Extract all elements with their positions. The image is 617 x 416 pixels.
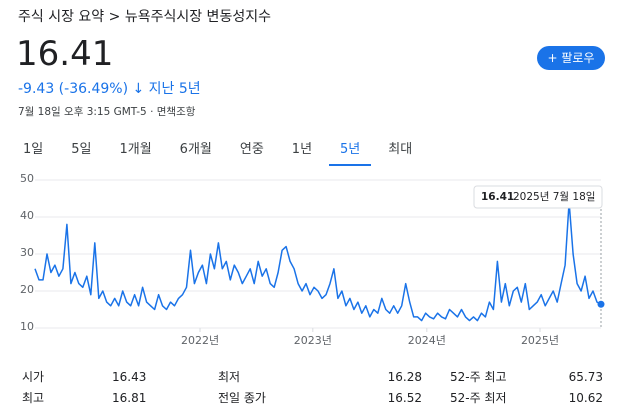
x-tick-label: 2022년 xyxy=(181,334,219,347)
follow-label: 팔로우 xyxy=(561,51,595,65)
range-tab[interactable]: 최대 xyxy=(388,142,413,157)
stat-label: 52-주 최저 xyxy=(450,391,507,405)
price-line xyxy=(34,201,602,322)
stat-label: 최고 xyxy=(22,391,45,405)
range-tab[interactable]: 6개월 xyxy=(179,142,212,157)
range-tab[interactable]: 연중 xyxy=(239,142,264,157)
down-arrow: ↓ xyxy=(132,81,145,97)
tooltip-date: 2025년 7월 18일 xyxy=(513,190,595,203)
period: 지난 5년 xyxy=(148,81,201,97)
timestamp: 7월 18일 오후 3:15 GMT-5 · 면책조항 xyxy=(18,106,196,118)
stats-row: 시가 16.43 최저 16.28 52-주 최고 65.73 xyxy=(22,366,603,387)
crumb-current: 뉴욕주식시장 변동성지수 xyxy=(124,9,271,25)
x-tick-label: 2025년 xyxy=(521,334,559,347)
stat-label: 최저 xyxy=(218,370,241,384)
breadcrumb: 주식 시장 요약 > 뉴욕주식시장 변동성지수 xyxy=(18,6,271,26)
x-tick-label: 2024년 xyxy=(408,334,446,347)
stats-table: 시가 16.43 최저 16.28 52-주 최고 65.73 최고 16.81 전일 종가 16… xyxy=(22,366,603,408)
y-tick-label: 20 xyxy=(20,283,34,296)
range-tab[interactable]: 1년 xyxy=(291,142,313,157)
stat-label: 전일 종가 xyxy=(218,391,266,405)
range-tab[interactable]: 5일 xyxy=(71,142,92,157)
disclaimer[interactable]: 면책조항 xyxy=(156,106,196,118)
stat-value: 16.28 xyxy=(387,369,422,384)
range-tab[interactable]: 1개월 xyxy=(119,142,152,157)
time: 7월 18일 오후 3:15 GMT-5 xyxy=(18,106,147,118)
plus: + xyxy=(547,51,562,65)
price: 16.41 xyxy=(16,34,114,74)
y-tick-label: 50 xyxy=(20,172,34,185)
x-tick-label: 2023년 xyxy=(294,334,332,347)
range-tab[interactable]: 5년 xyxy=(329,134,372,166)
y-tick-label: 30 xyxy=(20,246,34,259)
follow-button[interactable]: + 팔로우 xyxy=(537,46,605,70)
y-tick-label: 40 xyxy=(20,209,34,222)
stat-value: 65.73 xyxy=(568,369,603,384)
change: -9.43 (-36.49%) ↓ 지난 5년 xyxy=(18,78,201,98)
range-tabs: 1일 5일 1개월 6개월 연중 1년 5년 최대 xyxy=(12,134,429,166)
y-tick-label: 10 xyxy=(20,320,34,333)
tooltip-value: 16.41 xyxy=(481,191,514,203)
stat-label: 52-주 최고 xyxy=(450,370,507,384)
stat-value: 16.43 xyxy=(112,369,147,384)
chart: 10 20 30 40 50 2022년 2023년 2024년 2025년 16.412025년… xyxy=(20,172,605,347)
stat-value: 16.81 xyxy=(112,390,147,405)
stat-value: 10.62 xyxy=(568,390,603,405)
stat-label: 시가 xyxy=(22,370,45,384)
stat-value: 16.52 xyxy=(387,390,422,405)
change-value: -9.43 (-36.49%) xyxy=(18,81,129,97)
tooltip xyxy=(473,185,603,209)
crumb-sep: > xyxy=(108,9,121,25)
last-point xyxy=(597,300,605,308)
stats-row: 최고 16.81 전일 종가 16.52 52-주 최저 10.62 xyxy=(22,387,603,408)
range-tab[interactable]: 1일 xyxy=(23,142,44,157)
crumb-link[interactable]: 주식 시장 요약 xyxy=(18,9,105,25)
